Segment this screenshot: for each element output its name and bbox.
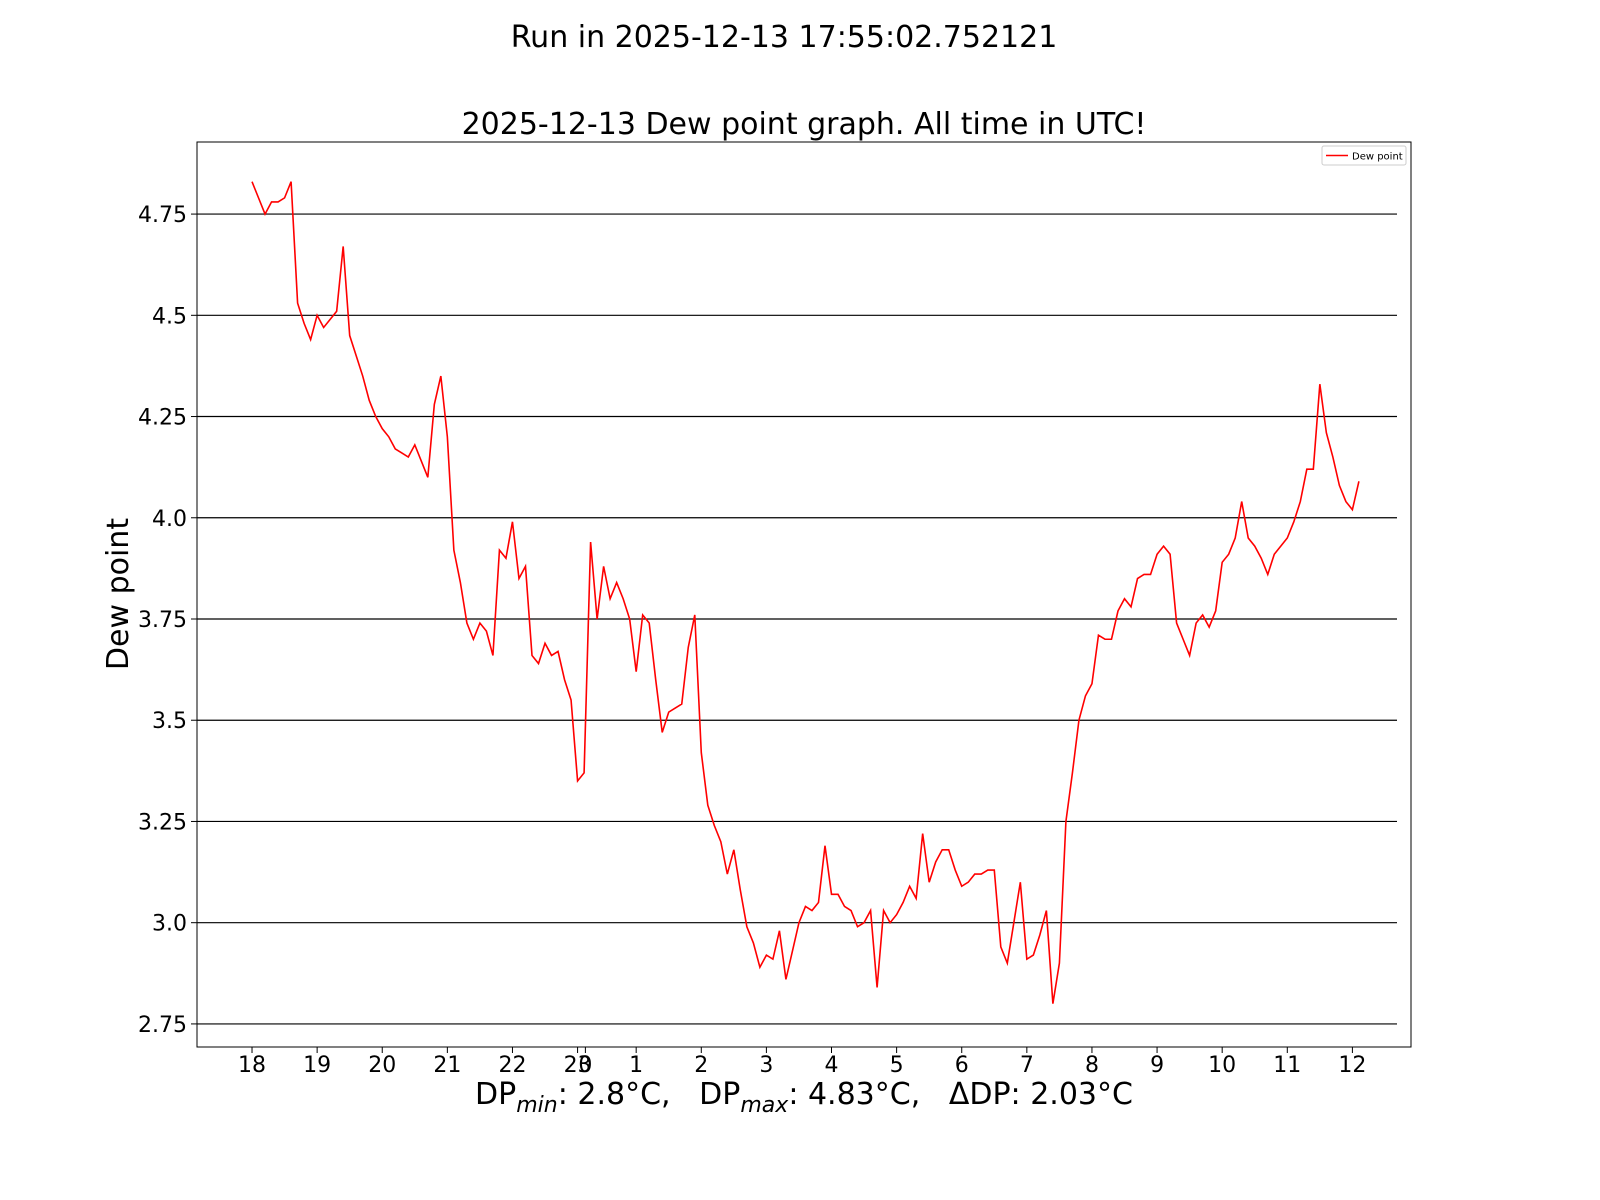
x-label-part: max <box>740 1093 789 1118</box>
x-axis-label: DPmin: 2.8°C, DPmax: 4.83°C, ΔDP: 2.03°C <box>475 1077 1133 1118</box>
x-tick-label: 11 <box>1273 1053 1301 1078</box>
x-tick-label: 7 <box>1020 1053 1034 1078</box>
x-tick-label: 19 <box>303 1053 331 1078</box>
x-tick-label: 18 <box>238 1053 266 1078</box>
x-tick-label: 8 <box>1085 1053 1099 1078</box>
x-tick-label: 10 <box>1208 1053 1236 1078</box>
x-label-part: : 4.83°C, ΔDP: 2.03°C <box>788 1077 1133 1112</box>
x-tick-label: 4 <box>825 1053 839 1078</box>
x-label-part: : 2.8°C, DP <box>558 1077 741 1112</box>
axes-frame <box>196 141 1412 1048</box>
x-tick-label: 6 <box>955 1053 969 1078</box>
x-tick-label: 23 <box>564 1053 592 1078</box>
x-tick-label: 22 <box>498 1053 526 1078</box>
y-tick-label: 3.25 <box>138 810 187 835</box>
x-label-part: min <box>516 1093 558 1118</box>
x-tick-label: 3 <box>759 1053 773 1078</box>
data-line <box>251 181 1360 1004</box>
y-tick-label: 4.5 <box>152 304 187 329</box>
x-label-part: DP <box>475 1077 516 1112</box>
y-tick-label: 2.75 <box>138 1013 187 1038</box>
y-tick-label: 4.75 <box>138 203 187 228</box>
y-tick-label: 4.0 <box>152 507 187 532</box>
x-tick-label: 21 <box>433 1053 461 1078</box>
y-tick-label: 3.5 <box>152 709 187 734</box>
suptitle: Run in 2025-12-13 17:55:02.752121 <box>511 20 1058 55</box>
x-tick-label: 9 <box>1150 1053 1164 1078</box>
y-axis-label: Dew point <box>101 518 136 670</box>
y-tick-label: 3.75 <box>138 608 187 633</box>
x-tick-label: 20 <box>368 1053 396 1078</box>
x-tick-label: 12 <box>1338 1053 1366 1078</box>
legend-label: Dew point <box>1352 152 1403 163</box>
chart-title: 2025-12-13 Dew point graph. All time in … <box>462 107 1147 142</box>
x-tick-label: 0 <box>578 1053 592 1078</box>
legend-box <box>1321 145 1407 166</box>
x-tick-label: 1 <box>629 1053 643 1078</box>
x-tick-label: 2 <box>694 1053 708 1078</box>
y-tick-label: 3.0 <box>152 912 187 937</box>
x-tick-label: 5 <box>890 1053 904 1078</box>
y-tick-label: 4.25 <box>138 406 187 431</box>
